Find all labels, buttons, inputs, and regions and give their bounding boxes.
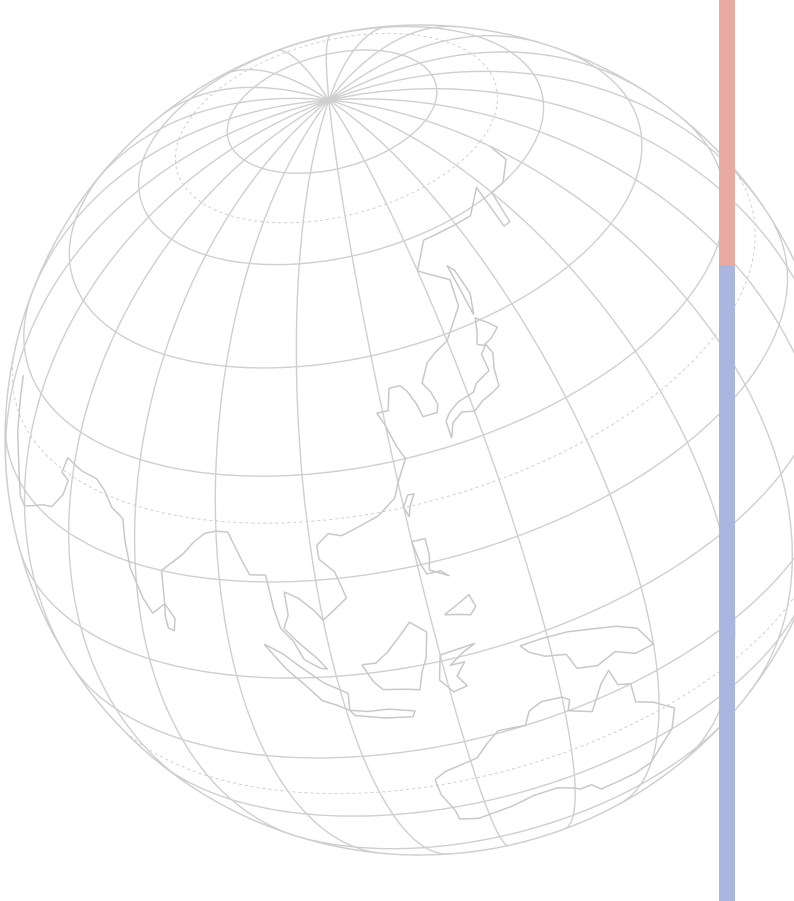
coastline [438, 642, 476, 693]
meridian [159, 86, 330, 118]
parallel [19, 454, 794, 679]
parallel [4, 217, 789, 583]
parallel [138, 25, 545, 266]
meridian [4, 99, 330, 481]
globe-outline [4, 24, 794, 856]
meridian [28, 99, 329, 301]
bar-top [719, 0, 735, 265]
parallel [226, 49, 438, 174]
meridian [328, 88, 794, 280]
parallel [71, 557, 794, 759]
parallel [161, 614, 794, 817]
coastline [402, 492, 415, 518]
coastline [411, 537, 450, 577]
meridian [93, 97, 329, 184]
coastline [444, 593, 477, 616]
coastline [163, 603, 176, 632]
coastline [434, 669, 676, 820]
meridian [214, 99, 379, 854]
parallel [68, 46, 643, 369]
coastline [446, 265, 475, 316]
meridian [68, 99, 330, 786]
parallel [289, 715, 731, 850]
meridian [328, 98, 794, 355]
meridian [328, 35, 543, 101]
coastline [519, 625, 655, 670]
meridian [328, 25, 390, 101]
meridian [328, 70, 766, 210]
meridian [328, 99, 660, 804]
coastline [16, 375, 407, 670]
meridian [328, 51, 646, 101]
meridian [328, 100, 509, 847]
bar-bottom [719, 265, 735, 901]
graticule [4, 25, 794, 855]
coastline [349, 708, 416, 719]
parallel [174, 32, 498, 224]
meridian [328, 99, 576, 830]
meridian [276, 49, 330, 101]
coastline [361, 621, 428, 691]
meridian [295, 99, 449, 855]
meridian [23, 99, 330, 667]
meridian [328, 99, 793, 694]
coastline [445, 343, 500, 439]
coastline [388, 145, 511, 418]
coastline [474, 317, 499, 347]
meridian [325, 33, 332, 101]
parallel [11, 158, 756, 524]
meridian [133, 99, 330, 836]
meridian [220, 68, 330, 101]
